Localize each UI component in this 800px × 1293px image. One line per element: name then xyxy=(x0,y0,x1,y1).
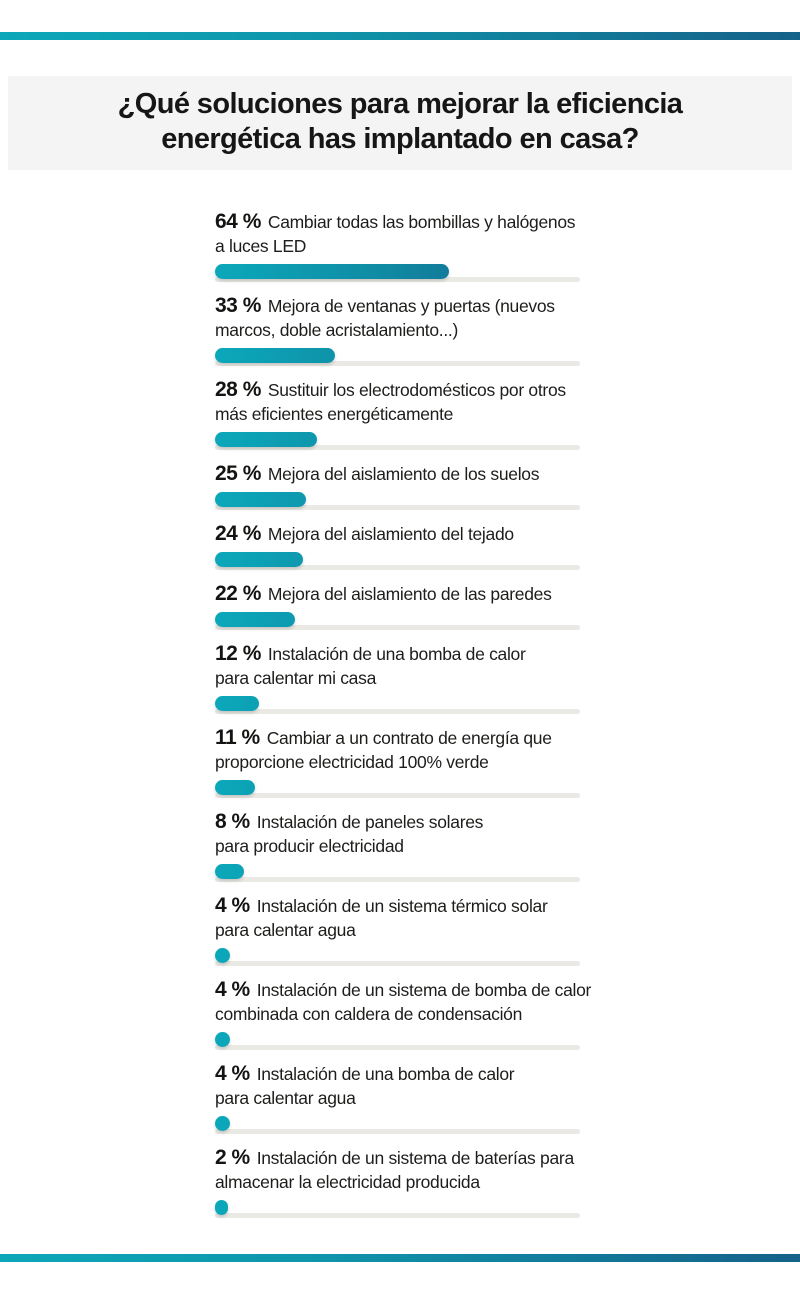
bar-description: Mejora de ventanas y puertas (nuevos mar… xyxy=(215,296,555,340)
bar-row: 2 % Instalación de un sistema de baterías… xyxy=(215,1146,645,1218)
bar-row: 4 % Instalación de una bomba de calor par… xyxy=(215,1062,645,1134)
bar-track xyxy=(215,277,580,282)
bar-row: 64 % Cambiar todas las bombillas y halóge… xyxy=(215,210,645,282)
bar-description: Instalación de un sistema de baterías pa… xyxy=(215,1148,574,1192)
bar-label: 4 % Instalación de una bomba de calor par… xyxy=(215,1062,645,1110)
bar-label: 24 % Mejora del aislamiento del tejado xyxy=(215,522,645,546)
title-block: ¿Qué soluciones para mejorar la eficienc… xyxy=(8,76,792,170)
bar-label: 33 % Mejora de ventanas y puertas (nuevos… xyxy=(215,294,645,342)
bar xyxy=(215,264,580,282)
bar xyxy=(215,432,580,450)
bar-fill xyxy=(215,612,296,627)
bar-row: 28 % Sustituir los electrodomésticos por … xyxy=(215,378,645,450)
bar xyxy=(215,348,580,366)
bar-track xyxy=(215,1129,580,1134)
bar xyxy=(215,552,580,570)
bar-chart: 64 % Cambiar todas las bombillas y halóge… xyxy=(215,210,645,1230)
bar-row: 8 % Instalación de paneles solares para p… xyxy=(215,810,645,882)
bar-label: 12 % Instalación de una bomba de calor pa… xyxy=(215,642,645,690)
bar-track xyxy=(215,565,580,570)
bar-label: 22 % Mejora del aislamiento de las parede… xyxy=(215,582,645,606)
bar-label: 2 % Instalación de un sistema de baterías… xyxy=(215,1146,645,1194)
bar-fill xyxy=(215,1032,230,1047)
bar xyxy=(215,1200,580,1218)
bar-fill xyxy=(215,1116,230,1131)
bar xyxy=(215,1116,580,1134)
bar-row: 11 % Cambiar a un contrato de energía que… xyxy=(215,726,645,798)
bar-row: 33 % Mejora de ventanas y puertas (nuevos… xyxy=(215,294,645,366)
bar-row: 24 % Mejora del aislamiento del tejado xyxy=(215,522,645,570)
bar-value: 22 % xyxy=(215,582,261,605)
bar-value: 11 % xyxy=(215,726,260,749)
bar-description: Instalación de un sistema térmico solar … xyxy=(215,896,548,940)
bar-value: 8 % xyxy=(215,810,250,833)
bar-row: 25 % Mejora del aislamiento de los suelos xyxy=(215,462,645,510)
bar-track xyxy=(215,709,580,714)
bar-fill xyxy=(215,552,303,567)
bar-label: 64 % Cambiar todas las bombillas y halóge… xyxy=(215,210,645,258)
bar-fill xyxy=(215,780,256,795)
bar-track xyxy=(215,1045,580,1050)
bar-label: 8 % Instalación de paneles solares para p… xyxy=(215,810,645,858)
bar-description: Instalación de una bomba de calor para c… xyxy=(215,1064,515,1108)
bar-track xyxy=(215,505,580,510)
bar-value: 4 % xyxy=(215,1062,250,1085)
bar-description: Mejora del aislamiento del tejado xyxy=(267,524,514,544)
bar-row: 22 % Mejora del aislamiento de las parede… xyxy=(215,582,645,630)
bar-description: Instalación de paneles solares para prod… xyxy=(215,812,484,856)
bottom-accent-bar xyxy=(0,1254,800,1262)
bar-label: 4 % Instalación de un sistema de bomba de… xyxy=(215,978,645,1026)
bar-track xyxy=(215,1213,580,1218)
bar-fill xyxy=(215,948,230,963)
bar-fill xyxy=(215,264,449,279)
bar-value: 2 % xyxy=(215,1146,250,1169)
bar-track xyxy=(215,625,580,630)
bar-description: Cambiar todas las bombillas y halógenos … xyxy=(215,212,576,256)
bar-fill xyxy=(215,1200,228,1215)
bar-value: 25 % xyxy=(215,462,261,485)
bar xyxy=(215,492,580,510)
bar-value: 24 % xyxy=(215,522,261,545)
bar-description: Cambiar a un contrato de energía que pro… xyxy=(215,728,552,772)
bar xyxy=(215,780,580,798)
bar-row: 12 % Instalación de una bomba de calor pa… xyxy=(215,642,645,714)
bar xyxy=(215,864,580,882)
bar-description: Sustituir los electrodomésticos por otro… xyxy=(215,380,566,424)
bar xyxy=(215,1032,580,1050)
bar-description: Mejora del aislamiento de los suelos xyxy=(267,464,540,484)
bar-fill xyxy=(215,696,259,711)
bar-label: 11 % Cambiar a un contrato de energía que… xyxy=(215,726,645,774)
bar-label: 28 % Sustituir los electrodomésticos por … xyxy=(215,378,645,426)
bar-value: 12 % xyxy=(215,642,261,665)
bar-track xyxy=(215,877,580,882)
bar-track xyxy=(215,961,580,966)
top-accent-bar xyxy=(0,32,800,40)
bar-value: 28 % xyxy=(215,378,261,401)
bar xyxy=(215,948,580,966)
bar-value: 4 % xyxy=(215,978,250,1001)
bar-track xyxy=(215,793,580,798)
bar-fill xyxy=(215,348,336,363)
bar-description: Instalación de un sistema de bomba de ca… xyxy=(215,980,592,1024)
bar-label: 4 % Instalación de un sistema térmico sol… xyxy=(215,894,645,942)
bar-value: 64 % xyxy=(215,210,261,233)
bar-row: 4 % Instalación de un sistema de bomba de… xyxy=(215,978,645,1050)
bar-fill xyxy=(215,492,307,507)
bar-row: 4 % Instalación de un sistema térmico sol… xyxy=(215,894,645,966)
bar-track xyxy=(215,445,580,450)
bar-description: Mejora del aislamiento de las paredes xyxy=(267,584,552,604)
bar-label: 25 % Mejora del aislamiento de los suelos xyxy=(215,462,645,486)
page-title: ¿Qué soluciones para mejorar la eficienc… xyxy=(117,88,683,155)
bar-track xyxy=(215,361,580,366)
bar-value: 33 % xyxy=(215,294,261,317)
bar xyxy=(215,696,580,714)
bar-fill xyxy=(215,864,245,879)
bar-description: Instalación de una bomba de calor para c… xyxy=(215,644,526,688)
bar-fill xyxy=(215,432,318,447)
bar xyxy=(215,612,580,630)
bar-value: 4 % xyxy=(215,894,250,917)
